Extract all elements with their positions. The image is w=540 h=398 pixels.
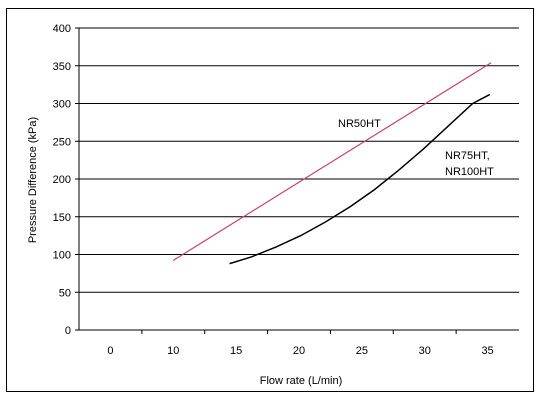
ticks: 0 50 100 150 200 250 300 350 400 0 10 15 20 25 30 35 [53, 23, 494, 357]
series-line-nr50ht [172, 62, 492, 262]
y-tick-label-300: 300 [53, 99, 71, 111]
x-tick-label-15: 15 [230, 345, 242, 357]
y-tick-label-350: 350 [53, 61, 71, 73]
series-label-nr50ht: NR50HT [338, 118, 381, 130]
y-tick-label-100: 100 [53, 250, 71, 262]
series-label-nr75ht-line2: NR100HT [445, 166, 494, 178]
x-tick-label-0: 0 [107, 345, 113, 357]
series-group [172, 62, 492, 265]
series-line-nr75ht-nr100ht [229, 93, 491, 265]
x-tick-label-10: 10 [167, 345, 179, 357]
series-label-nr75ht-line1: NR75HT, [445, 150, 490, 162]
y-axis-title: Pressure Difference (kPa) [27, 117, 39, 243]
y-tick-label-50: 50 [59, 287, 71, 299]
x-tick-label-35: 35 [481, 345, 493, 357]
grid [79, 27, 519, 293]
y-tick-label-250: 250 [53, 136, 71, 148]
x-tick-label-20: 20 [293, 345, 305, 357]
x-tick-label-30: 30 [419, 345, 431, 357]
y-tick-label-0: 0 [65, 325, 71, 337]
y-tick-label-200: 200 [53, 174, 71, 186]
y-tick-label-150: 150 [53, 212, 71, 224]
x-axis-title: Flow rate (L/min) [260, 375, 343, 387]
y-tick-label-400: 400 [53, 23, 71, 35]
x-tick-label-25: 25 [356, 345, 368, 357]
